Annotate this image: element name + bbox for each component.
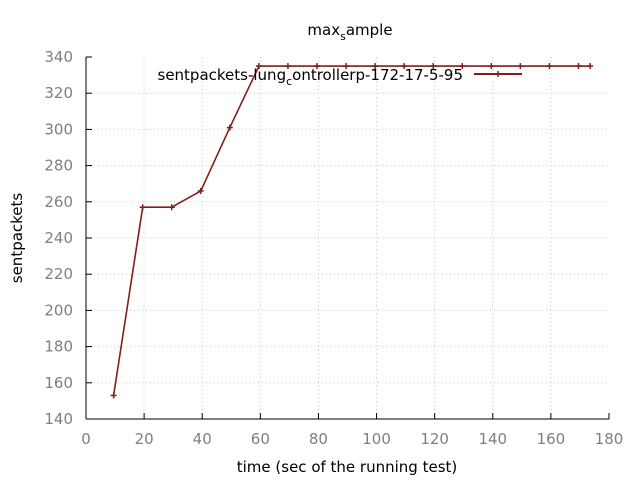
legend-entry-marker [495, 71, 501, 77]
y-tick-label: 220 [44, 265, 73, 283]
data-point [372, 63, 379, 70]
y-tick-label: 200 [44, 301, 73, 319]
series [110, 63, 594, 399]
data-point [313, 63, 320, 70]
x-tick-label: 20 [135, 430, 154, 448]
series-line [112, 65, 591, 396]
y-tick-label: 140 [44, 410, 73, 428]
data-point [546, 63, 553, 70]
data-point [255, 63, 262, 70]
y-tick-label: 160 [44, 374, 73, 392]
chart-title: maxsample [307, 21, 392, 43]
x-tick-label: 100 [362, 430, 391, 448]
x-axis-ticks: 0 20 40 60 80 100 120 140 160 180 [81, 413, 623, 448]
data-point [168, 204, 175, 211]
x-tick-label: 80 [309, 430, 328, 448]
y-tick-label: 260 [44, 193, 73, 211]
chart-title-rest: ample [346, 21, 393, 39]
data-point [226, 124, 233, 131]
data-point [587, 63, 594, 70]
chart-title-main: max [307, 21, 340, 39]
data-point [459, 63, 466, 70]
data-point [139, 204, 146, 211]
y-axis-ticks: 140 160 180 200 220 240 260 280 300 320 340 [44, 48, 92, 428]
data-point [488, 63, 495, 70]
x-axis-label: time (sec of the running test) [237, 458, 458, 476]
data-point [284, 63, 291, 70]
data-point [343, 63, 350, 70]
legend-entry-label: sentpackets-lungcontrollerp-172-17-5-95 [158, 66, 464, 88]
x-tick-label: 140 [478, 430, 507, 448]
data-point [110, 392, 117, 399]
y-tick-label: 300 [44, 120, 73, 138]
x-tick-label: 60 [251, 430, 270, 448]
y-tick-label: 320 [44, 84, 73, 102]
y-tick-label: 340 [44, 48, 73, 66]
data-point [575, 63, 582, 70]
legend: sentpackets-lungcontrollerp-172-17-5-95 [158, 66, 522, 88]
y-axis-label: sentpackets [8, 193, 26, 284]
x-tick-label: 0 [81, 430, 91, 448]
legend-marker-glyph [495, 71, 501, 77]
chart-title-sub: s [340, 30, 346, 43]
data-point [197, 187, 204, 194]
data-point [430, 63, 437, 70]
x-tick-label: 40 [193, 430, 212, 448]
y-tick-label: 240 [44, 229, 73, 247]
data-point [401, 63, 408, 70]
x-tick-label: 120 [420, 430, 449, 448]
y-tick-label: 180 [44, 338, 73, 356]
x-tick-label: 160 [537, 430, 566, 448]
grid [86, 57, 609, 419]
y-tick-label: 280 [44, 157, 73, 175]
data-point [517, 63, 524, 70]
x-tick-label: 180 [595, 430, 624, 448]
